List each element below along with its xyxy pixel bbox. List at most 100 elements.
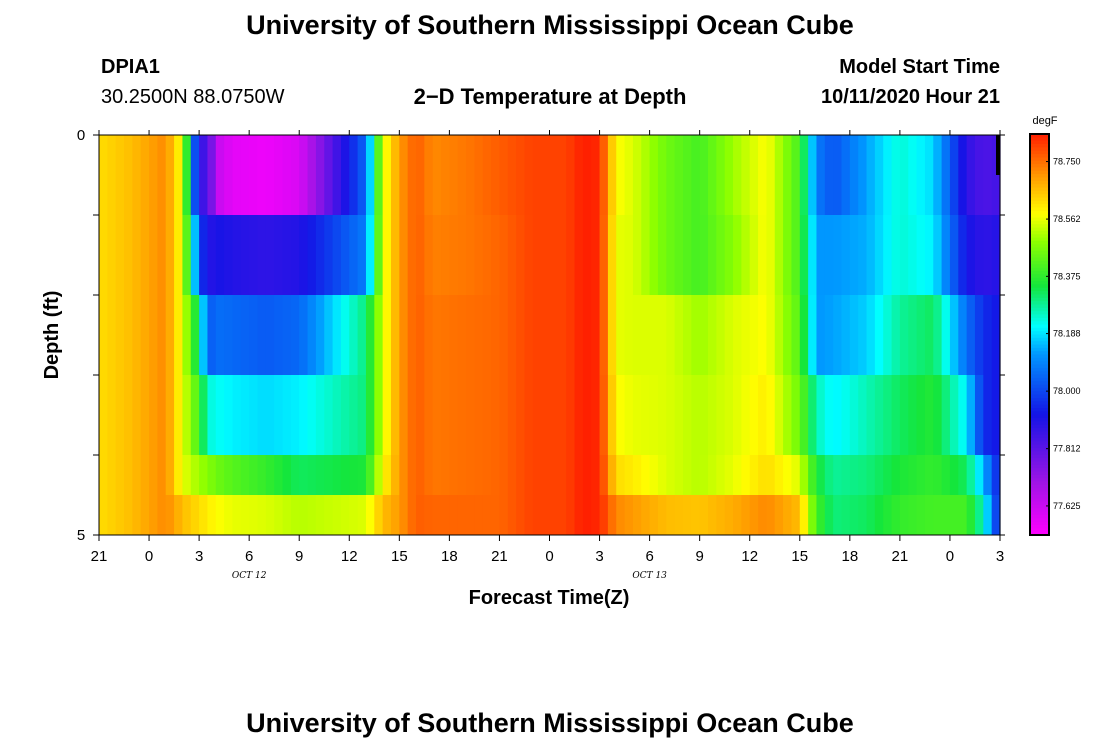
heatmap-cell [340, 375, 350, 455]
heatmap-cell [783, 295, 793, 375]
heatmap-cell [808, 135, 818, 215]
heatmap-cell [649, 135, 659, 215]
heatmap-cell [499, 495, 509, 535]
heatmap-cell [265, 455, 275, 495]
heatmap-cell [365, 295, 375, 375]
heatmap-cell [682, 495, 692, 535]
heatmap-cell [107, 135, 117, 215]
colorbar-swatch [1030, 267, 1049, 272]
heatmap-cell [532, 295, 542, 375]
heatmap-cell [549, 495, 559, 535]
x-tick-label: 12 [741, 548, 758, 565]
heatmap-cell [858, 495, 868, 535]
colorbar-swatch [1030, 501, 1049, 506]
heatmap-cell [841, 135, 851, 215]
heatmap-cell [374, 215, 384, 295]
heatmap-cell [632, 295, 642, 375]
heatmap-cell [199, 495, 209, 535]
heatmap-cell [958, 455, 968, 495]
heatmap-cell [307, 375, 317, 455]
heatmap-cell [240, 375, 250, 455]
heatmap-cell [924, 135, 934, 215]
heatmap-cell [833, 455, 843, 495]
heatmap-cell [766, 495, 776, 535]
heatmap-cell [190, 495, 200, 535]
heatmap-cell [416, 495, 425, 535]
heatmap-cell [290, 295, 300, 375]
heatmap-cell [240, 455, 250, 495]
heatmap-cell [541, 295, 551, 375]
heatmap-cell [224, 455, 234, 495]
heatmap-cell [899, 215, 909, 295]
heatmap-cell [924, 455, 934, 495]
heatmap-cell [157, 135, 167, 215]
heatmap-cell [182, 295, 192, 375]
heatmap-cell [424, 495, 434, 535]
heatmap-cell [849, 295, 859, 375]
x-tick-label: 15 [791, 548, 808, 565]
heatmap-cell [399, 455, 409, 495]
heatmap-cell [441, 295, 450, 375]
heatmap-cell [966, 375, 976, 455]
heatmap-cell [766, 455, 776, 495]
heatmap-cell [132, 295, 142, 375]
heatmap-cell [532, 215, 542, 295]
x-tick-label: 6 [645, 548, 653, 565]
heatmap-cell [332, 295, 342, 375]
heatmap-cell [532, 495, 542, 535]
heatmap-cell [349, 295, 359, 375]
heatmap-cell [182, 375, 192, 455]
footer-title: University of Southern Mississippi Ocean… [246, 708, 854, 738]
heatmap-cell [774, 135, 784, 215]
heatmap-cell [190, 135, 200, 215]
heatmap-cell [491, 495, 501, 535]
heatmap-cell [207, 135, 217, 215]
heatmap-cell [949, 135, 959, 215]
colorbar-swatch [1030, 214, 1049, 219]
heatmap-cell [157, 295, 167, 375]
heatmap-cell [774, 495, 784, 535]
heatmap-cell [849, 135, 859, 215]
heatmap-cell [199, 295, 209, 375]
heatmap-cell [733, 135, 742, 215]
heatmap-cell [165, 135, 175, 215]
heatmap-cell [290, 135, 300, 215]
heatmap-cell [174, 135, 184, 215]
heatmap-cell [716, 375, 726, 455]
heatmap-cell [190, 375, 200, 455]
heatmap-cell [783, 495, 793, 535]
heatmap-cell [557, 455, 567, 495]
heatmap-cell [299, 495, 309, 535]
heatmap-cell [724, 375, 734, 455]
heatmap-cell [682, 375, 692, 455]
heatmap-cell [716, 495, 726, 535]
heatmap-cell [357, 215, 367, 295]
heatmap-cell [149, 295, 158, 375]
heatmap-cell [215, 455, 225, 495]
heatmap-cell [124, 215, 133, 295]
heatmap-cell [808, 455, 818, 495]
heatmap-cell [374, 375, 384, 455]
heatmap-cell [449, 375, 459, 455]
colorbar-swatch [1030, 291, 1049, 295]
heatmap-cell [616, 495, 626, 535]
heatmap-cell [833, 295, 843, 375]
heatmap-cell [941, 295, 951, 375]
heatmap-cell [874, 375, 884, 455]
heatmap-cell [282, 495, 292, 535]
heatmap-cell [908, 295, 918, 375]
colorbar-swatch [1030, 157, 1049, 162]
heatmap-cell [833, 495, 843, 535]
colorbar-swatch [1030, 311, 1049, 316]
heatmap-cell [899, 495, 909, 535]
heatmap-cell [816, 495, 826, 535]
colorbar-swatch [1030, 304, 1049, 309]
heatmap-cell [207, 215, 217, 295]
heatmap-cell [407, 375, 417, 455]
heatmap-cell [115, 135, 125, 215]
heatmap-cell [315, 135, 325, 215]
heatmap-cell [557, 495, 567, 535]
heatmap-cell [407, 495, 417, 535]
heatmap-cell [124, 375, 133, 455]
heatmap-cell [140, 135, 150, 215]
